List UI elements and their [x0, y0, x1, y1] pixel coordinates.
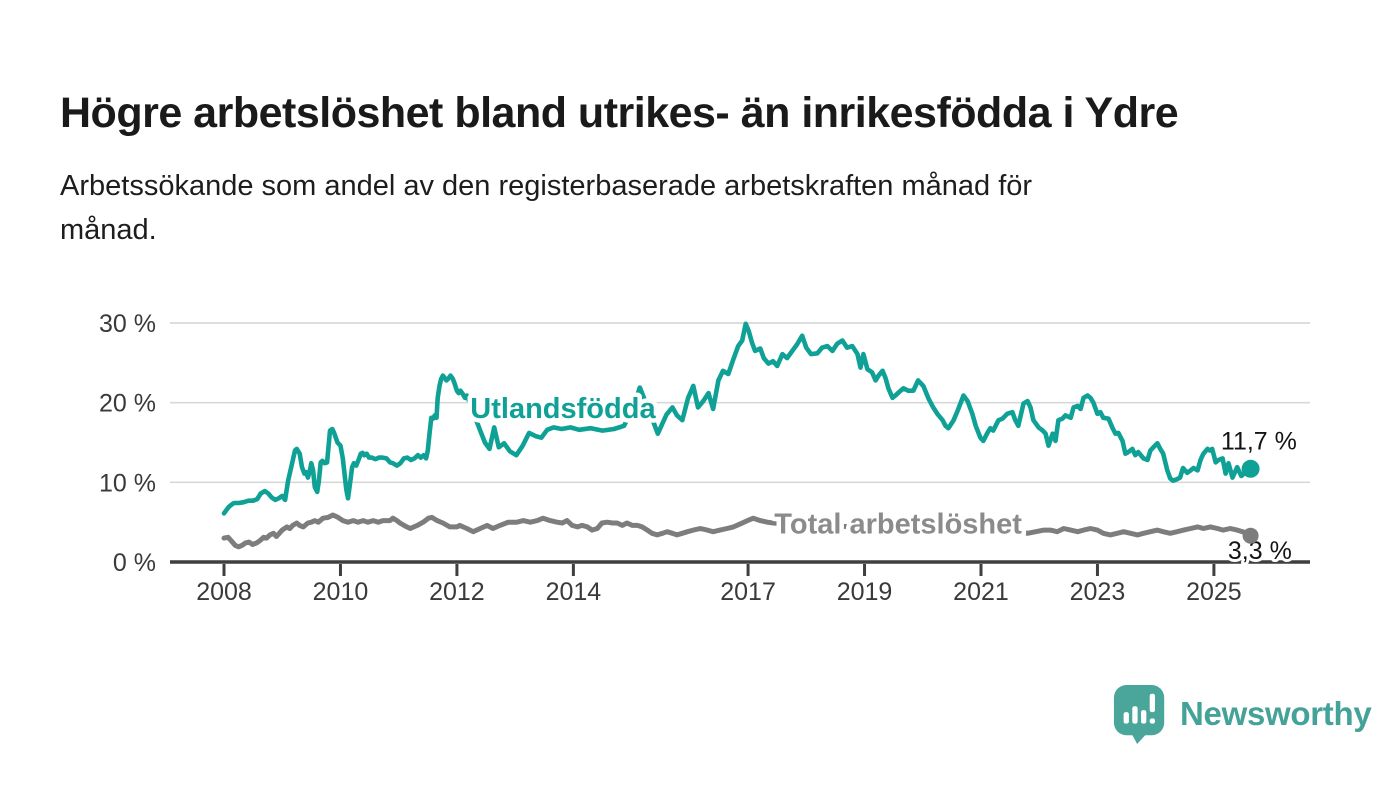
subtitle-line-2: månad. [60, 214, 157, 246]
series-end-dot-utlandsfodda [1241, 459, 1260, 478]
series-line-utlandsfodda [221, 321, 1253, 516]
page-title: Högre arbetslöshet bland utrikes- än inr… [60, 88, 1179, 137]
y-axis-tick-label: 30 % [99, 310, 156, 338]
series-line-total-arbetsloshet [221, 512, 1254, 550]
x-axis-tick-label: 2025 [1186, 578, 1242, 606]
newsworthy-logo-text: Newsworthy [1180, 695, 1372, 732]
x-axis-tick-label: 2021 [953, 578, 1009, 606]
chart-subtitle: Arbetssökande som andel av den registerb… [60, 164, 1320, 252]
end-value-label-total: 3,3 % [1228, 537, 1292, 565]
x-axis-tick-label: 2019 [837, 578, 893, 606]
x-axis-tick-label: 2017 [720, 578, 776, 606]
x-axis-tick-label: 2014 [546, 578, 602, 606]
series-label-total: Total arbetslöshet [774, 509, 1022, 541]
x-axis-tick-label: 2010 [313, 578, 369, 606]
y-axis-tick-label: 0 % [113, 549, 156, 577]
series-end-dot-total-arbetsloshet [1242, 527, 1259, 544]
y-axis-tick-label: 10 % [99, 469, 156, 497]
x-axis-tick-label: 2012 [429, 578, 485, 606]
series-label-utlandsfodda: Utlandsfödda [470, 393, 656, 425]
newsworthy-logo-icon [1113, 685, 1165, 744]
y-axis-tick-label: 20 % [99, 390, 156, 418]
subtitle-line-1: Arbetssökande som andel av den registerb… [60, 170, 1033, 202]
newsworthy-logo: Newsworthy [1112, 682, 1372, 746]
end-value-label-utlandsfodda: 11,7 % [1221, 428, 1297, 456]
x-axis-tick-label: 2008 [196, 578, 252, 606]
x-axis-tick-label: 2023 [1070, 578, 1126, 606]
